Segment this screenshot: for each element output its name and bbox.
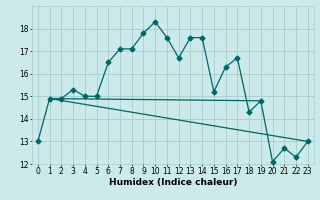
X-axis label: Humidex (Indice chaleur): Humidex (Indice chaleur)	[108, 178, 237, 187]
